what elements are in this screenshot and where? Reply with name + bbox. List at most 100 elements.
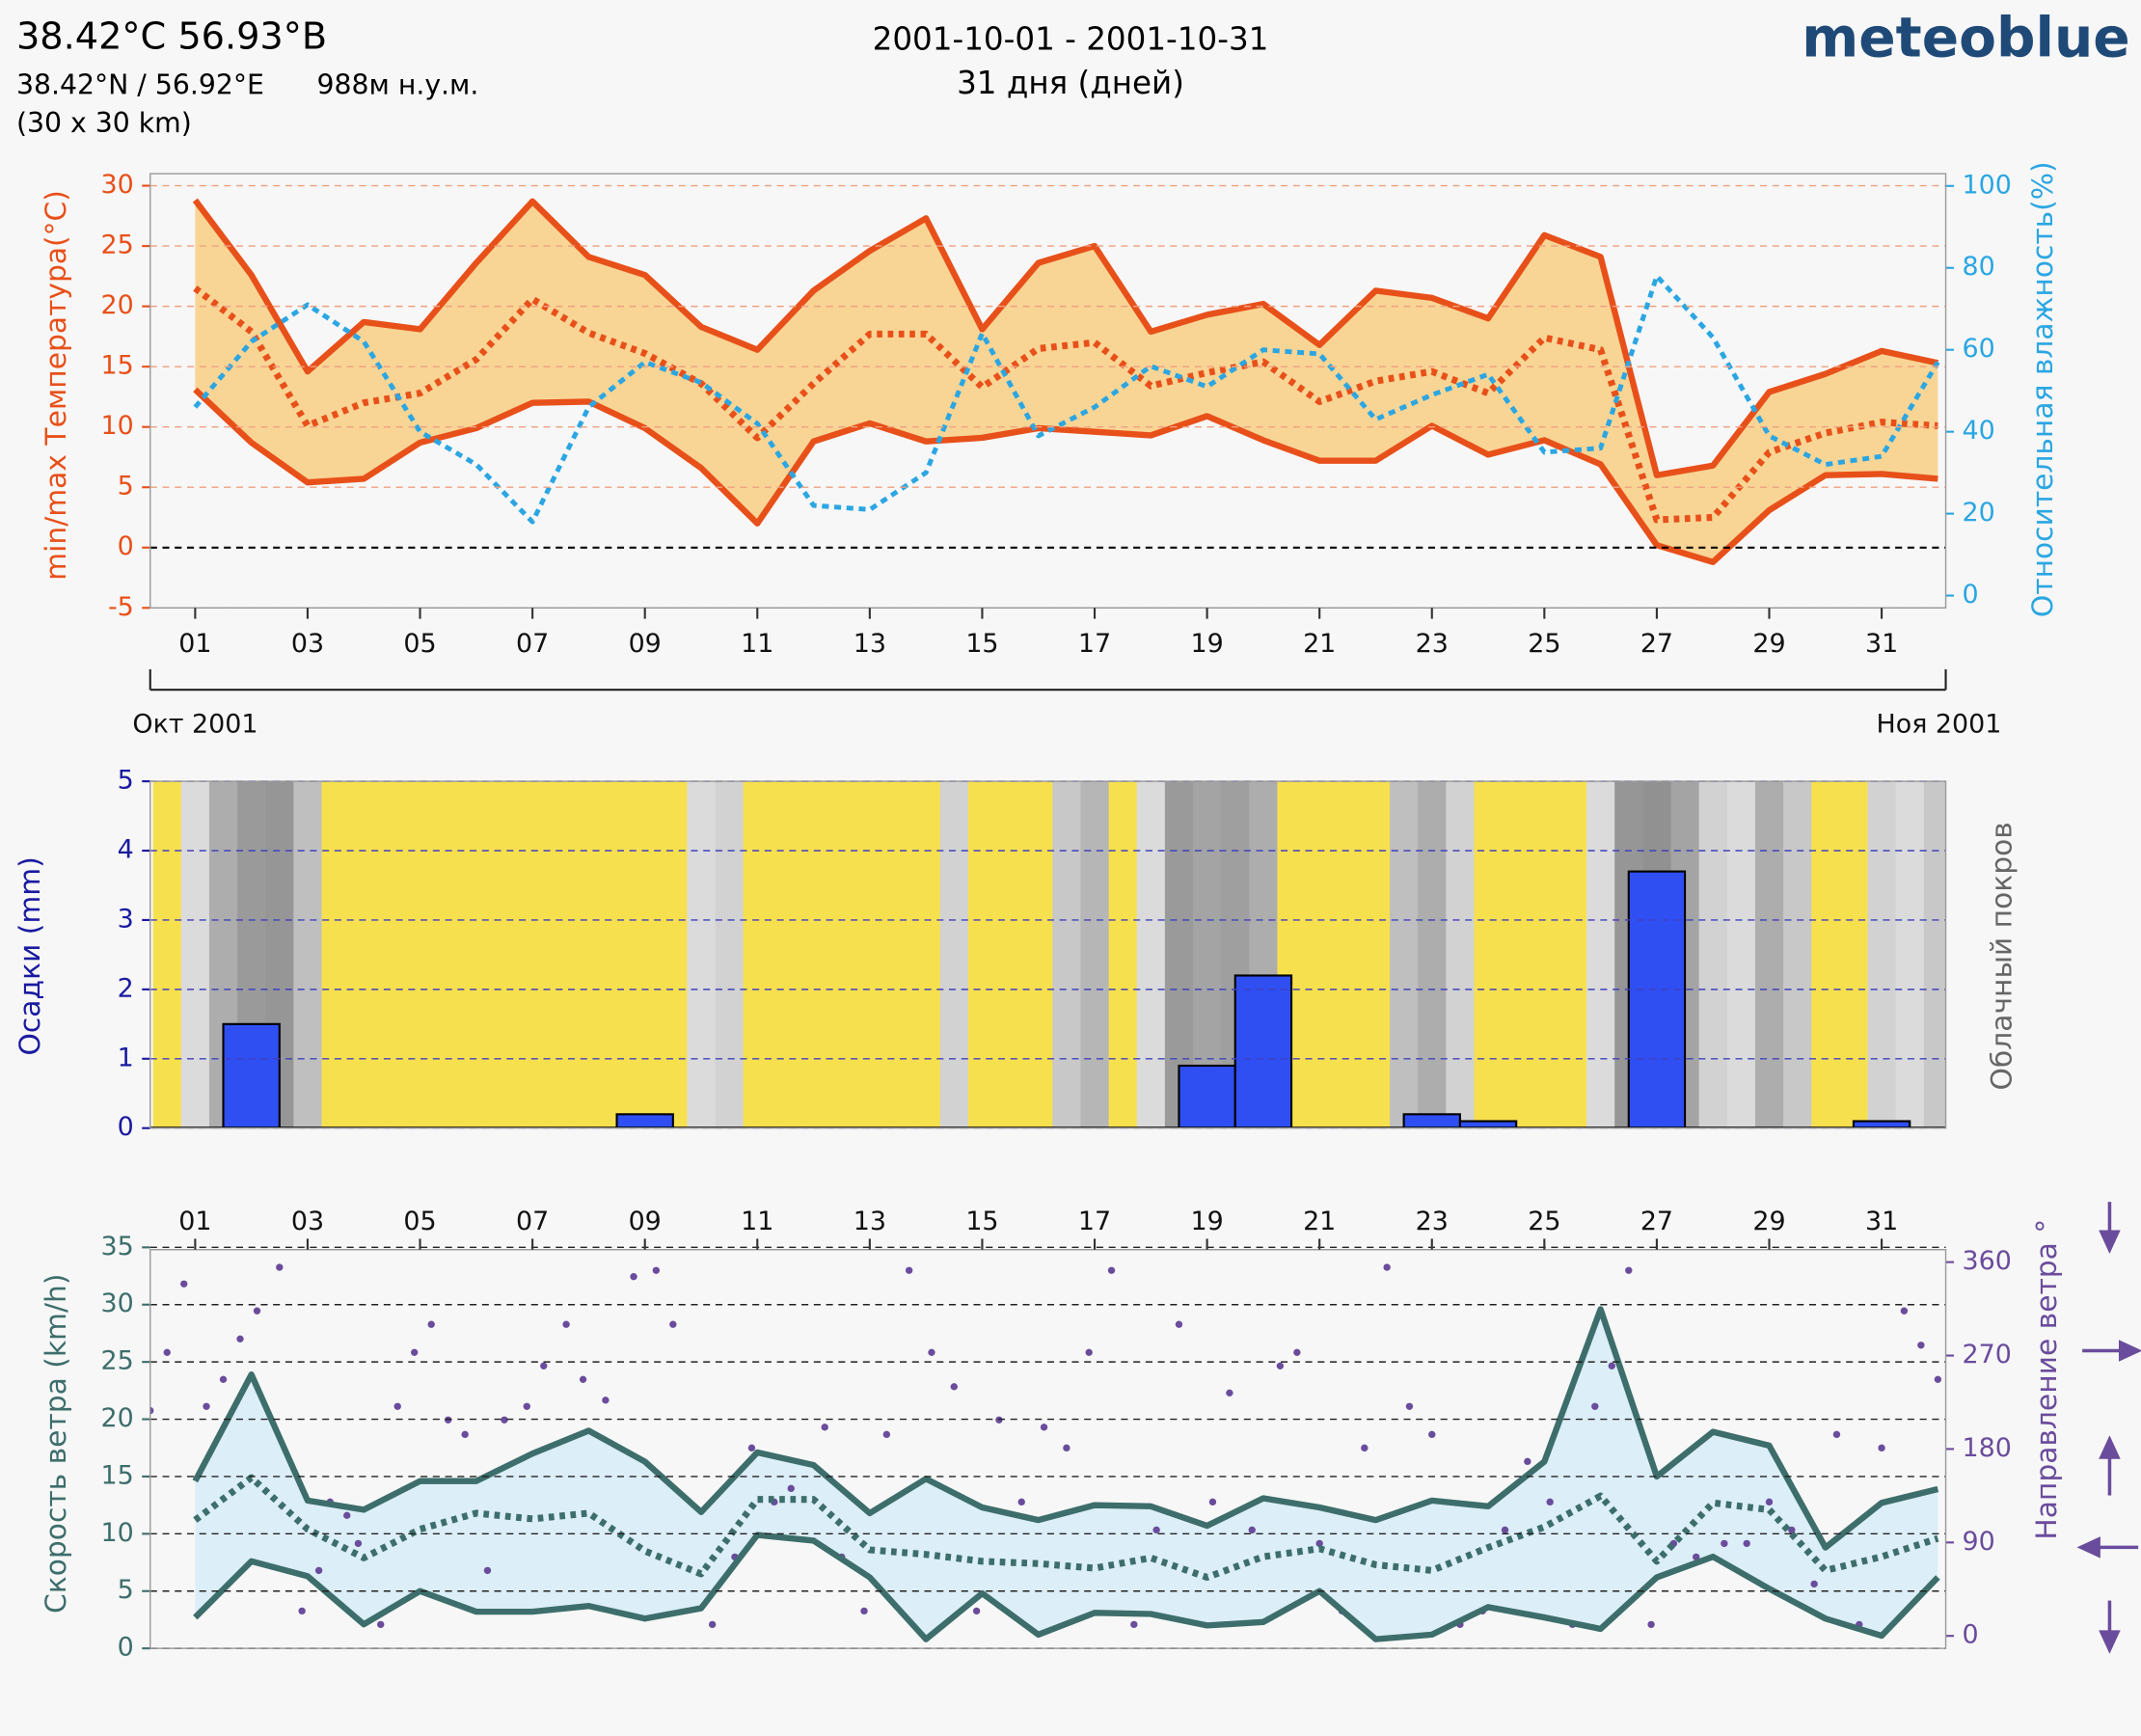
arrow-head <box>2118 1340 2141 1362</box>
y2-tick-label: 20 <box>1963 498 1995 528</box>
cloud-cover-band <box>321 781 351 1128</box>
cloud-cover-band <box>1333 781 1363 1128</box>
y2-axis-title: Облачный покров <box>1986 822 2019 1090</box>
cloud-cover-band <box>631 781 660 1128</box>
cloud-cover-band <box>743 781 772 1128</box>
cloud-cover-band <box>799 781 828 1128</box>
x-tick-label: 09 <box>629 1207 662 1236</box>
period: 2001-10-01 - 2001-10-31 <box>873 21 1269 58</box>
direction-point <box>1107 1266 1116 1274</box>
cloud-cover-band <box>1361 781 1391 1128</box>
direction-point <box>1152 1526 1160 1534</box>
cloud-cover-band <box>1080 781 1110 1128</box>
cloud-cover-band <box>293 781 323 1128</box>
cloud-cover-band <box>827 781 856 1128</box>
x-tick-label: 11 <box>741 629 773 659</box>
direction-point <box>393 1402 401 1410</box>
direction-point <box>950 1383 958 1391</box>
y-tick-label: 0 <box>118 1633 134 1663</box>
month-label: Ноя 2001 <box>1877 710 2002 740</box>
direction-point <box>1591 1402 1599 1410</box>
direction-point <box>821 1424 828 1431</box>
direction-point <box>1810 1580 1818 1588</box>
x-tick-label: 03 <box>291 1207 324 1236</box>
y-tick-label: 4 <box>118 835 134 865</box>
y-tick-label: 15 <box>101 351 134 381</box>
y-tick-label: 5 <box>118 766 134 796</box>
direction-point <box>1501 1526 1509 1534</box>
x-tick-label: 31 <box>1865 629 1898 659</box>
cloud-cover-band <box>967 781 997 1128</box>
direction-point <box>787 1484 795 1493</box>
direction-point <box>972 1607 981 1615</box>
direction-point <box>1693 1553 1700 1561</box>
direction-point <box>540 1362 548 1370</box>
plot-area <box>192 198 1940 565</box>
y2-tick-label: 80 <box>1963 252 1995 282</box>
y2-tick-label: 60 <box>1963 334 1995 364</box>
direction-point <box>236 1335 244 1343</box>
arrow-head <box>2099 1630 2121 1654</box>
direction-point <box>905 1266 913 1274</box>
arrow-head <box>2099 1230 2121 1254</box>
y-tick-label: -5 <box>108 592 134 622</box>
cloud-cover-band <box>1923 781 1946 1128</box>
direction-point <box>1175 1320 1183 1328</box>
direction-point <box>1085 1348 1093 1356</box>
y-tick-label: 0 <box>118 531 134 561</box>
x-tick-label: 31 <box>1865 1207 1898 1236</box>
y2-tick-label: 0 <box>1963 1620 1979 1650</box>
direction-point <box>1934 1375 1942 1383</box>
direction-point <box>1647 1620 1655 1629</box>
x-tick-label: 19 <box>1190 629 1223 659</box>
direction-point <box>928 1348 935 1356</box>
y-tick-label: 20 <box>101 290 134 320</box>
direction-point <box>444 1416 452 1424</box>
direction-point <box>882 1430 891 1439</box>
cloud-cover-band <box>1390 781 1419 1128</box>
cloud-cover-band <box>518 781 548 1128</box>
direction-point <box>1743 1539 1750 1548</box>
x-tick-label: 05 <box>403 629 436 659</box>
direction-point <box>501 1416 508 1424</box>
bar <box>615 1113 674 1128</box>
cloud-cover-band <box>1754 781 1784 1128</box>
direction-point <box>354 1539 363 1548</box>
bar <box>222 1022 281 1128</box>
cloud-cover-band <box>855 781 885 1128</box>
direction-point <box>1625 1266 1633 1274</box>
cloud-cover-band <box>1558 781 1587 1128</box>
direction-point <box>562 1320 570 1328</box>
bar <box>1627 870 1687 1128</box>
direction-point <box>1917 1342 1925 1349</box>
cloud-cover-band <box>434 781 463 1128</box>
x-tick-label: 07 <box>516 1207 549 1236</box>
direction-icons <box>2076 1202 2141 1654</box>
cloud-cover-band <box>1502 781 1531 1128</box>
series-line <box>193 387 1938 565</box>
x-tick-label: 21 <box>1303 1207 1336 1236</box>
cloud-cover-band <box>939 781 969 1128</box>
y-tick-label: 10 <box>101 1518 134 1548</box>
series-line <box>193 285 1938 524</box>
direction-point <box>1428 1430 1436 1439</box>
direction-point <box>1383 1263 1391 1271</box>
direction-point <box>377 1620 385 1629</box>
day-count: 31 дня (дней) <box>957 65 1184 101</box>
direction-point <box>1017 1498 1025 1506</box>
direction-point <box>652 1266 661 1274</box>
plot-frame <box>149 780 1947 1129</box>
direction-point <box>343 1511 351 1520</box>
direction-point <box>1130 1620 1138 1629</box>
cloud-cover-band <box>574 781 604 1128</box>
bar <box>1233 974 1293 1128</box>
arrow-head <box>2099 1435 2121 1459</box>
y-tick-label: 25 <box>101 1346 134 1376</box>
y-tick-label: 0 <box>118 1112 134 1142</box>
direction-point <box>427 1320 435 1328</box>
y-tick-label: 25 <box>101 231 134 260</box>
direction-point <box>1788 1526 1796 1534</box>
x-tick-label: 19 <box>1190 1207 1223 1236</box>
cloud-cover-band <box>687 781 717 1128</box>
